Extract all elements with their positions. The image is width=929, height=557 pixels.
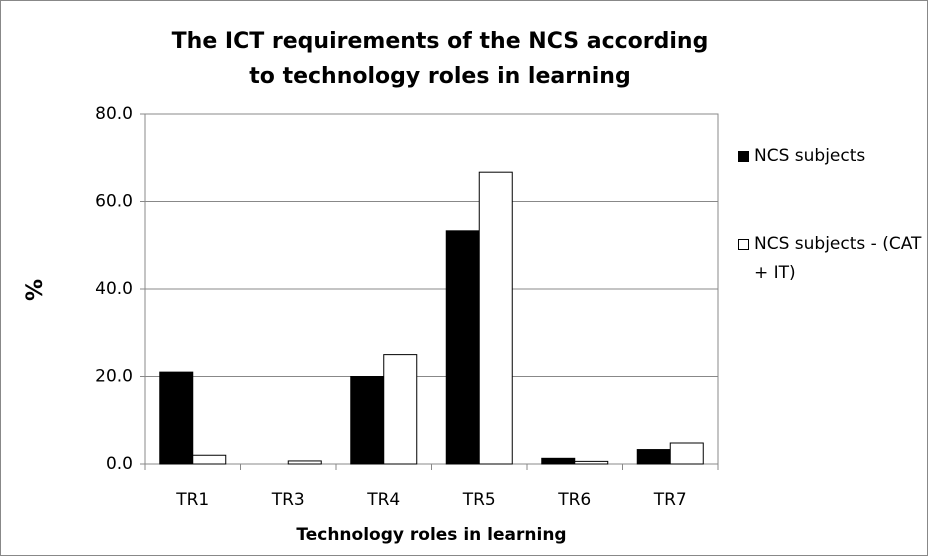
legend-label: NCS subjects - (CAT + IT) <box>754 234 922 283</box>
bar <box>574 460 609 465</box>
chart-title: The ICT requirements of the NCS accordin… <box>171 29 709 89</box>
y-tick-label: 60.0 <box>95 192 133 212</box>
bar <box>287 460 322 465</box>
bar <box>445 230 480 465</box>
x-tick-label: TR4 <box>366 490 400 510</box>
x-tick-label: TR5 <box>462 490 496 510</box>
bar <box>541 457 576 465</box>
legend-swatch <box>738 151 749 162</box>
x-tick-label: TR6 <box>557 490 591 510</box>
y-tick-label: 0.0 <box>106 454 133 474</box>
bar <box>383 354 418 465</box>
y-tick-label: 40.0 <box>95 279 133 299</box>
bar <box>350 376 385 465</box>
y-tick-label: 80.0 <box>95 104 133 124</box>
x-tick-label: TR3 <box>271 490 305 510</box>
x-tick-label: TR7 <box>653 490 687 510</box>
bar <box>636 449 671 465</box>
bar <box>159 371 194 465</box>
legend-swatch <box>738 239 749 250</box>
bar <box>478 171 513 465</box>
legend-label: NCS subjects <box>754 146 866 166</box>
x-tick-label: TR1 <box>175 490 209 510</box>
x-axis-label: Technology roles in learning <box>296 525 566 545</box>
bar <box>669 442 704 465</box>
bar <box>192 454 227 465</box>
y-tick-label: 20.0 <box>95 367 133 387</box>
y-axis-label: % <box>23 279 48 301</box>
